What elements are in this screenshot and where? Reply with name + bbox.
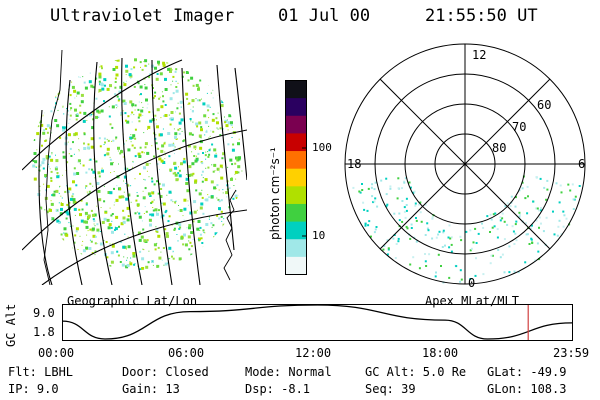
colorbar-band	[285, 203, 307, 223]
dsp-label: Dsp: -8.1	[245, 382, 311, 396]
ip-label: IP: 9.0	[8, 382, 59, 396]
colorbar-band	[285, 221, 307, 240]
colorbar-band	[285, 186, 307, 205]
geo-longitude-label: GLon: 108.3	[487, 382, 567, 396]
lat-label-60: 60	[537, 98, 552, 112]
altitude-chart	[62, 304, 573, 341]
altitude-series-line	[62, 304, 573, 340]
altitude-chart-frame	[62, 304, 573, 341]
sequence-label: Seq: 39	[365, 382, 416, 396]
mlt-label-0: 0	[468, 276, 476, 290]
altitude-xtick-1800: 18:00	[422, 346, 459, 360]
altitude-xtick-1200: 12:00	[295, 346, 332, 360]
colorbar-band	[285, 98, 307, 117]
coastline-west	[43, 50, 63, 285]
lat-label-70: 70	[512, 120, 527, 134]
lat-label-80: 80	[492, 141, 507, 155]
polar-aurora-speckles	[352, 175, 581, 284]
geo-latitude-label: GLat: -49.9	[487, 365, 567, 379]
colorbar-unit-label: photon cm⁻²s⁻¹	[268, 147, 282, 240]
colorbar-band	[285, 151, 307, 170]
altitude-ytick-1-8: 1.8	[33, 325, 55, 339]
gc-altitude-label: GC Alt: 5.0 Re	[365, 365, 467, 379]
coastline-east	[223, 189, 237, 281]
polar-mlat-mlt-plot	[344, 43, 586, 285]
altitude-xtick-2359: 23:59	[553, 346, 590, 360]
mlt-label-6: 6	[578, 157, 586, 171]
altitude-xtick-0600: 06:00	[168, 346, 205, 360]
filter-label: Flt: LBHL	[8, 365, 74, 379]
colorbar-band	[285, 168, 307, 187]
door-label: Door: Closed	[122, 365, 209, 379]
altitude-ytick-9: 9.0	[33, 306, 55, 320]
colorbar-tick-10: 10	[312, 229, 326, 242]
colorbar-tick-100: 100	[312, 141, 332, 154]
instrument-title: Ultraviolet Imager	[50, 6, 235, 26]
colorbar-band	[285, 133, 307, 152]
colorbar-band	[285, 256, 307, 275]
mlt-label-18: 18	[347, 157, 362, 171]
color-scale-bar	[285, 80, 307, 275]
altitude-ylabel: GC Alt	[4, 303, 18, 347]
colorbar-band	[285, 239, 307, 258]
gain-label: Gain: 13	[122, 382, 180, 396]
colorbar-band	[285, 80, 307, 99]
date-label: 01 Jul 00	[278, 6, 371, 26]
geographic-image-panel	[22, 50, 247, 285]
time-label: 21:55:50 UT	[425, 6, 538, 26]
aurora-speckle-field	[32, 58, 243, 270]
colorbar-band	[285, 115, 307, 134]
mlt-label-12: 12	[472, 48, 487, 62]
altitude-xtick-0000: 00:00	[38, 346, 75, 360]
mode-label: Mode: Normal	[245, 365, 332, 379]
